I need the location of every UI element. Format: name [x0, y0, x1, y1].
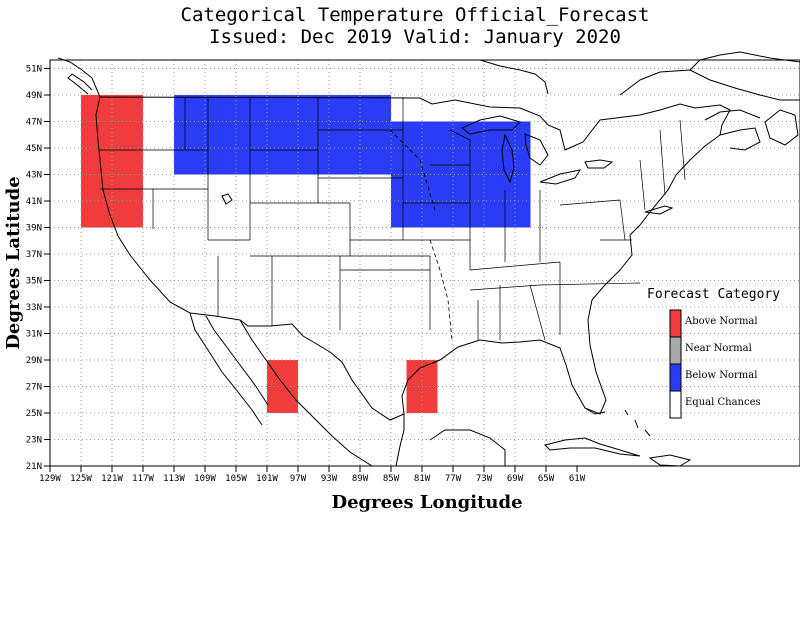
lat-tick-label: 31N [26, 330, 42, 340]
lon-tick-label: 77W [445, 474, 462, 484]
cuba [544, 437, 641, 457]
lon-tick-label: 93W [321, 474, 338, 484]
below-normal-region-2 [391, 121, 531, 228]
vancouver-island [67, 73, 93, 95]
rivers [389, 129, 453, 341]
below-normal-region-1 [174, 95, 391, 175]
legend-label-below-normal: Below Normal [685, 370, 757, 381]
lat-tick-label: 51N [26, 65, 42, 75]
geography-lines [57, 51, 800, 467]
state-lines [100, 97, 686, 341]
legend-swatch-above-normal [669, 309, 682, 338]
lat-tick-label: 45N [26, 144, 42, 154]
lat-tick-label: 23N [26, 436, 42, 446]
legend-label-near-normal: Near Normal [685, 343, 752, 354]
yucatan [429, 429, 506, 466]
lon-tick-label: 89W [352, 474, 369, 484]
lon-tick-label: 117W [132, 474, 154, 484]
long-island [644, 205, 674, 215]
lake-michigan [501, 133, 515, 184]
lat-tick-label: 33N [26, 303, 42, 313]
canada-coast-west [57, 57, 101, 98]
lon-tick-label: 129W [39, 474, 61, 484]
lon-tick-label: 105W [225, 474, 247, 484]
legend-swatch-near-normal [669, 336, 682, 365]
legend-items: Above Normal Near Normal Below Normal Equal… [669, 309, 761, 419]
legend-label-equal-chances: Equal Chances [685, 397, 761, 408]
baja-california [189, 312, 263, 426]
lake-superior [461, 115, 521, 135]
quebec-coast [619, 69, 800, 101]
lon-tick-label: 97W [290, 474, 307, 484]
lon-tick-label: 113W [163, 474, 185, 484]
below-normal-regions [174, 95, 531, 228]
latitude-ticks: 21N 23N 25N 27N 29N 31N 33N 35N 37N 39N 41N 43N 45N 4… [26, 65, 50, 472]
bahamas [624, 409, 651, 437]
lat-tick-label: 49N [26, 91, 42, 101]
lat-tick-label: 47N [26, 118, 42, 128]
lon-tick-label: 65W [538, 474, 555, 484]
lat-tick-label: 41N [26, 197, 42, 207]
legend: Forecast Category Above Normal Near Norma… [644, 282, 796, 419]
lat-tick-label: 35N [26, 277, 42, 287]
above-normal-region-1 [81, 95, 143, 228]
lon-tick-label: 61W [569, 474, 586, 484]
lon-tick-label: 101W [256, 474, 278, 484]
lon-tick-label: 85W [383, 474, 400, 484]
map-title: Categorical Temperature Official_Forecas… [0, 4, 800, 48]
lat-tick-label: 25N [26, 409, 42, 419]
lon-tick-label: 69W [507, 474, 524, 484]
mexico-pacific-coast [239, 319, 396, 467]
lake-erie [539, 169, 582, 185]
lat-tick-label: 21N [26, 462, 42, 472]
lon-tick-label: 121W [101, 474, 123, 484]
y-axis-label: Degrees Latitude [3, 176, 24, 349]
legend-swatch-equal-chances [669, 390, 682, 419]
newfoundland [764, 109, 799, 146]
forecast-regions-layer [81, 95, 531, 413]
legend-title-bg [644, 282, 796, 302]
legend-title: Forecast Category [647, 287, 780, 302]
gulf-st-lawrence [704, 109, 761, 121]
title-line-1: Categorical Temperature Official_Forecas… [180, 4, 650, 26]
lon-tick-label: 81W [414, 474, 431, 484]
lat-tick-label: 29N [26, 356, 42, 366]
great-salt-lake [221, 193, 233, 205]
x-axis-label: Degrees Longitude [331, 492, 522, 513]
lat-tick-label: 27N [26, 383, 42, 393]
legend-label-above-normal: Above Normal [684, 316, 758, 327]
hudson-bay-south [479, 59, 549, 95]
lon-tick-label: 125W [70, 474, 92, 484]
lat-tick-label: 43N [26, 171, 42, 181]
lake-huron [524, 133, 549, 166]
florida-keys [584, 407, 606, 415]
lake-ontario [584, 159, 614, 169]
lon-tick-label: 109W [194, 474, 216, 484]
gulf-of-california [205, 315, 269, 406]
hispaniola [648, 454, 692, 467]
mexico-gulf-coast [395, 414, 405, 467]
legend-swatch-below-normal [669, 363, 682, 392]
labrador-coast [689, 51, 800, 71]
longitude-ticks: 129W 125W 121W 117W 113W 109W 105W 101W 97W 93W 89… [39, 466, 586, 484]
title-line-2: Issued: Dec 2019 Valid: January 2020 [209, 26, 621, 48]
plot-frame [49, 59, 800, 467]
lat-tick-label: 39N [26, 224, 42, 234]
lat-tick-label: 37N [26, 250, 42, 260]
lon-tick-label: 73W [476, 474, 493, 484]
nova-scotia [719, 127, 761, 151]
